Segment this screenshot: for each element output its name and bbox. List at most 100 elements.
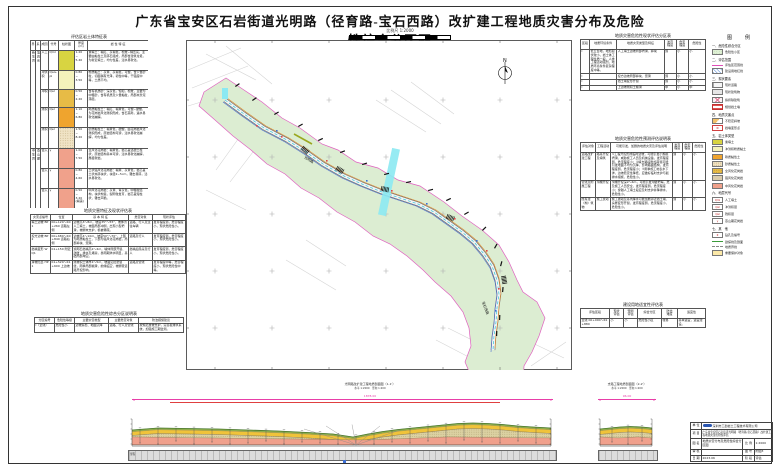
origin-cell: 侵入 (40, 147, 49, 169)
table-cell: 基本适宜，适宜建设。 (677, 317, 706, 328)
profile-long-title-line2: 水平 1:2000 竖向 1:200 (354, 386, 386, 390)
legend-group-header: 二、评估范围 (712, 57, 732, 62)
road-alignment (222, 97, 502, 353)
lithology-swatch-cell (58, 106, 75, 128)
table-cell: 发育程度弱，危害程度小，现状危险性小。 (152, 232, 186, 248)
thickness-cell: 1.00 ~ 7.50 (74, 147, 88, 169)
thickness-cell: 0.80 ~ 3.50 (74, 69, 88, 90)
thickness-cell: 0.80 ~ 4.60 (74, 167, 88, 189)
legend-item: 强风化花岗岩 (712, 175, 769, 182)
origin-cell: 冲洪积 (40, 69, 49, 90)
legend-item: 挡墙变形点 (712, 125, 769, 132)
thickness-cell: 1.20 ~ 5.40 (74, 49, 88, 71)
strip-marker (342, 460, 346, 463)
legend-item-label: 不稳定斜坡 (725, 118, 741, 123)
table-cell: 道路及行人 (128, 232, 153, 248)
legend-item: 勘探线及剖面 (712, 240, 769, 244)
legend-item: 重要保护对象 (712, 250, 769, 257)
table-cell: 危险性小 (54, 322, 75, 334)
site-map[interactable]: N 光明路 宝石西路 (186, 40, 572, 370)
rightB-table: 评估对象 工程活动 可能引发、加剧的地质灾害及评估说明 发育 程度 危害 程度 危险性 道路… (580, 142, 706, 300)
table-cell: 弱 (663, 48, 677, 74)
legend-item: 现状建筑物 (712, 89, 769, 96)
sw-code-swatch: Qel (712, 211, 723, 218)
scale-label: 比例尺 1:2000 (386, 28, 414, 33)
legend-item: 砂质黏性土 (712, 160, 769, 167)
legend-item: 地质界线 (712, 245, 769, 249)
legend-item: 素填土 (712, 138, 769, 145)
profile-long-title-line1: 光明路改扩建工程地质剖面图（1-1'） (344, 382, 396, 386)
start-culvert-band (222, 88, 228, 99)
legend-group-header: 四、地质灾害点 (712, 112, 735, 117)
legend-item-label: 地质界线 (725, 244, 738, 249)
table-cell: 填土边坡 BP1 (30, 219, 51, 235)
table-cell: 滑坡隐患 HP1 (30, 259, 51, 274)
zoning-data-table: 分区编号 危险性等级 主要灾害类型 主要危害对象 防治措施建议 Ⅰ（全线） 危险性小 边坡失稳… (34, 317, 184, 334)
tb-name-label: 图 名 (690, 438, 702, 450)
profile-short-dim-line (598, 399, 656, 400)
cross-street-band (378, 147, 400, 217)
legend-item-label: 现状道路 (725, 83, 738, 88)
table-cell: Ⅰ (580, 84, 591, 92)
legend-item-label: 全风化花岗岩 (725, 169, 744, 174)
scale-bar: 比例尺 1:2000 (340, 28, 460, 40)
description-cell: 全风化花岗岩：褐黄色，岩芯呈坚硬土柱状，原岩结构基本可辨，浸水易软化崩解，属极软… (87, 147, 148, 169)
legend-item: Qml 人工填土 (712, 196, 769, 203)
table-cell: K0+120～K0+260 道路左侧 (50, 219, 73, 235)
table-cell: 发育程度弱，危害程度小，现状危险性小。 (152, 246, 186, 261)
tb-company: 深圳市工勘岩土工程技术有限公司 (700, 421, 774, 431)
table-cell: 小 (687, 48, 706, 74)
legend-item-label: 挡墙变形点 (725, 126, 741, 131)
column-header: 评估对象 (580, 142, 597, 153)
road-name-label: 光明路 (303, 155, 315, 165)
table-cell: 危险性小区 (637, 317, 662, 328)
table-cell: 小 (681, 196, 693, 212)
legend-item: 中风化花岗岩 (712, 182, 769, 189)
table-cell: 弱 (671, 179, 683, 198)
tb-date-val: 2023.06 (701, 454, 743, 463)
elevation-axis (130, 418, 552, 446)
title-block: 单 位 深圳市工勘岩土工程技术有限公司 项 目 广东省宝安区石岩街道光明路（径育… (690, 421, 774, 463)
column-header: 厚度(m) (74, 40, 88, 51)
table-cell: 低丘台地，地形起伏较小，岩土体工程性质一般，人类工程活动强烈，地质环境条件复杂程… (589, 48, 618, 74)
legend-item-label: 冲洪积层 (725, 204, 738, 209)
table-cell: 弱 (671, 196, 683, 212)
code-cell: Qel (48, 106, 59, 128)
legend-item-label: 素填土 (725, 139, 735, 144)
table-cell: 发育程度中等，危害程度小，现状危险性中等。 (152, 259, 186, 274)
table-cell: 小 (691, 179, 706, 198)
origin-cell: 冲积 (40, 88, 49, 108)
legend-item: 砾质黏性土 (712, 153, 769, 160)
table-cell: 道路及管线 (128, 259, 153, 274)
sw-hatch-b-swatch (712, 68, 723, 75)
column-header: 柱状图 (58, 40, 75, 51)
thickness-cell: 1.50 ~ 8.20 (74, 126, 88, 149)
tb-unit-label: 单 位 (690, 421, 702, 431)
table-cell: 小 (675, 84, 689, 92)
grid-cross-marks (212, 97, 560, 331)
table-cell: 小 (691, 196, 706, 212)
legend-group-header: 一、危险性综合分区 (712, 44, 741, 48)
code-cell: γ (48, 167, 59, 189)
table-cell: 小 (675, 48, 689, 74)
profile-long-dim-line2 (170, 401, 500, 403)
code-cell: γ (48, 147, 59, 169)
description-cell: 砾质黏性土：褐红、褐黄色，可塑~硬塑，为花岗岩风化残积而成，含石英砾，遇水易软化… (87, 106, 148, 128)
legend-item-label: 残积层 (725, 212, 735, 217)
zoning-table-title: 地质灾害危险性综合分区说明表 (81, 311, 137, 316)
lithology-swatch-cell (58, 126, 75, 149)
tb-stage-val: 评估 (753, 454, 774, 463)
sw-code-swatch: Qml (712, 196, 723, 203)
column-header: 危害 程度 (675, 39, 689, 50)
basemap-lines (187, 45, 567, 367)
column-header: 防治 难度 (661, 308, 678, 319)
table-cell: 边坡失稳、地面沉降 (74, 322, 109, 334)
legend-item: 现状道路 (712, 82, 769, 89)
legend-item-label: 冲洪积粉质黏土 (725, 147, 747, 152)
legend-group-header: 七、其 他 (712, 226, 728, 231)
column-header: 区段 (580, 39, 591, 50)
rightA-data-table: 区段 地质环境条件 地质灾害类型及特征 发育 程度 危害 程度 危险性 Ⅰ 低丘台地，地形起伏… (580, 39, 706, 92)
north-arrow-icon: N (498, 58, 512, 84)
legend-item: 钻孔及编号 (712, 232, 769, 239)
strat-table-title: 评估区岩土体特征表 (71, 34, 107, 39)
